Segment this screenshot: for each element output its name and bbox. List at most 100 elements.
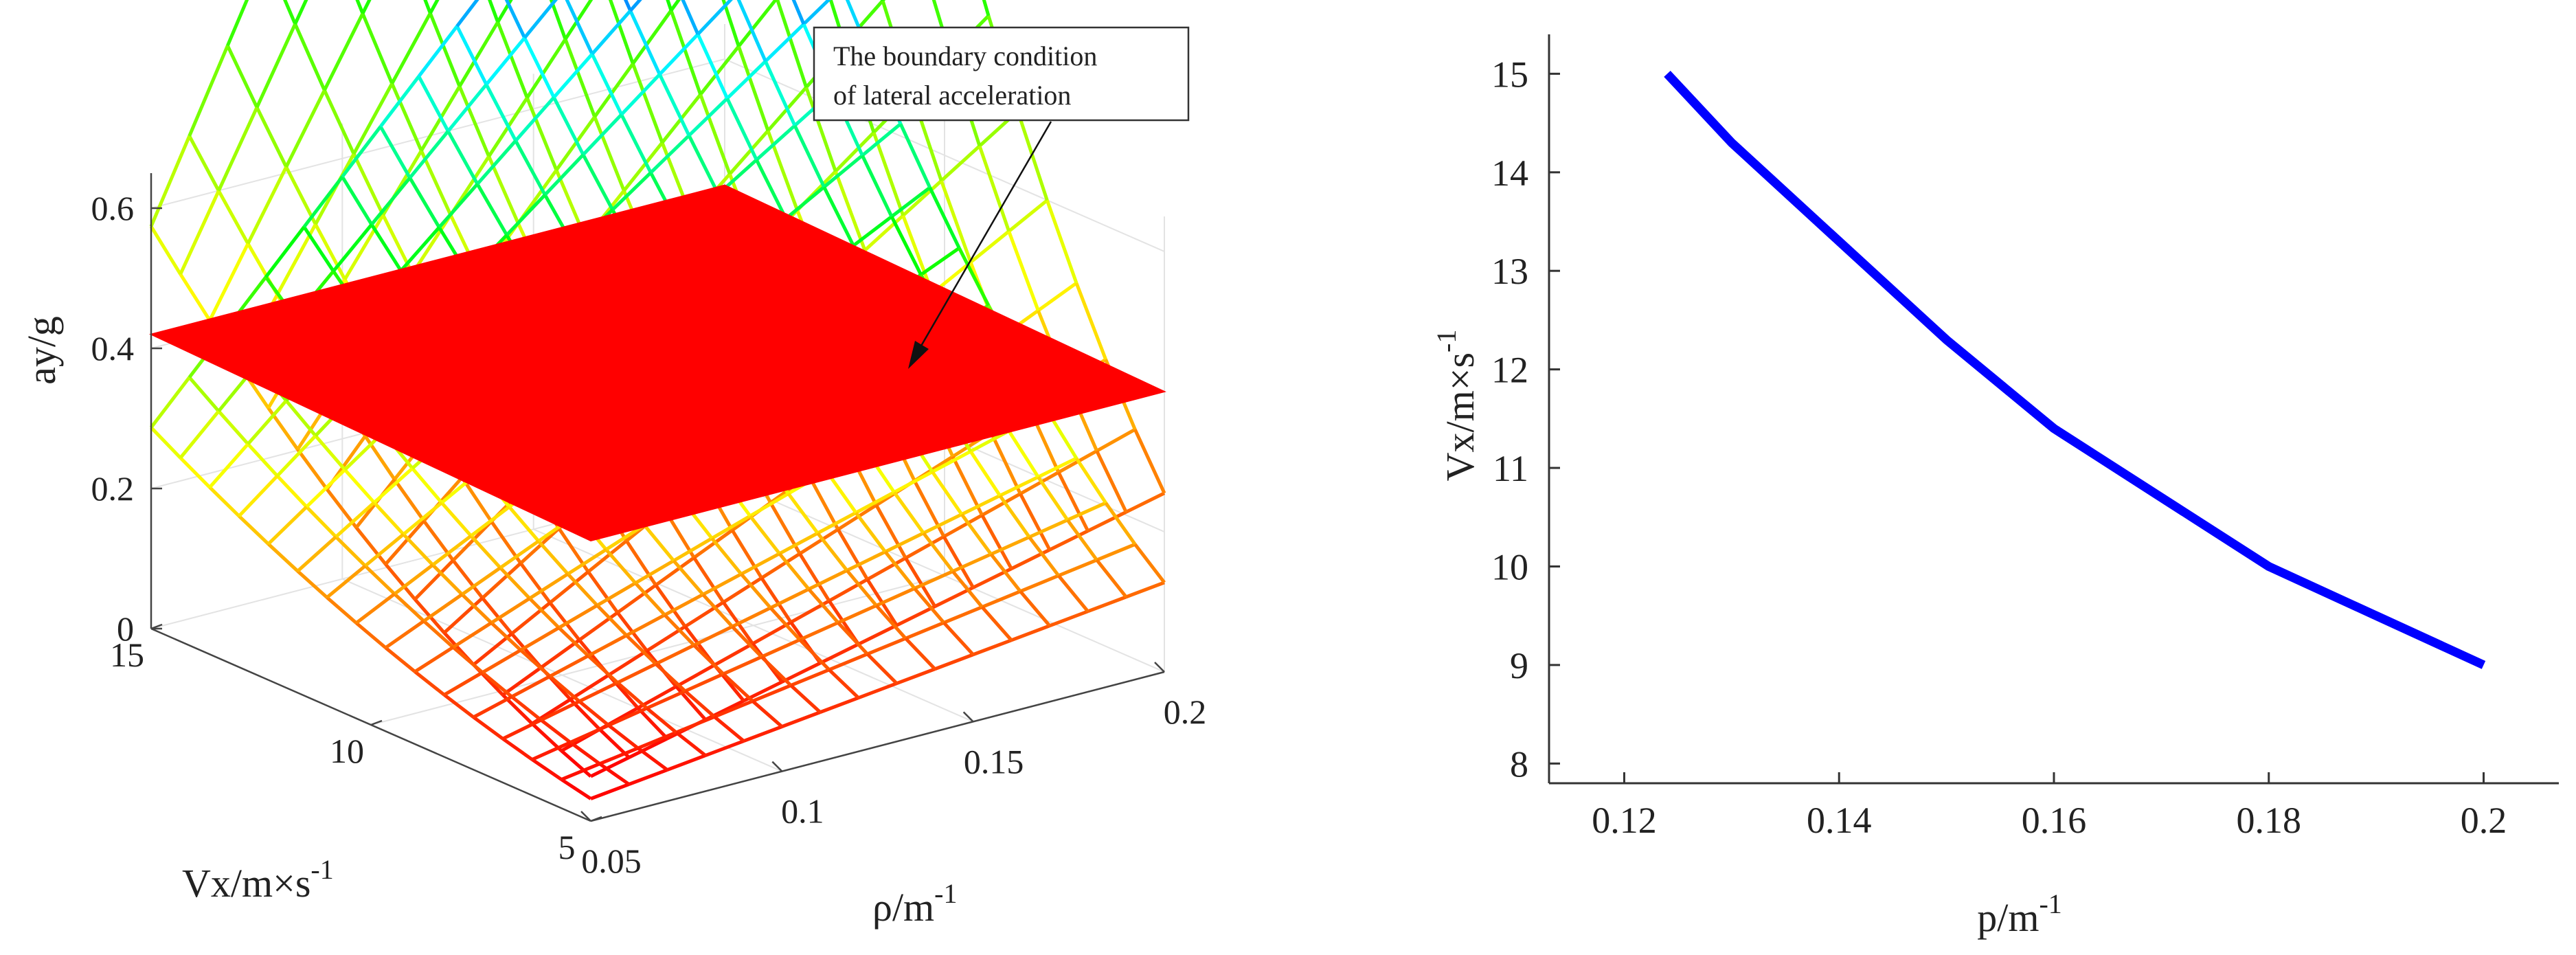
mesh-segment xyxy=(1048,529,1089,552)
mesh-segment xyxy=(837,504,878,531)
mesh-segment xyxy=(981,492,1021,517)
y-tick-label: 13 xyxy=(1491,251,1528,292)
x-tick-mark xyxy=(962,711,974,723)
mesh-segment xyxy=(669,0,681,12)
mesh-segment xyxy=(514,96,556,142)
mesh-segment xyxy=(208,243,250,322)
mesh-segment xyxy=(755,159,788,220)
z-tick-label: 0.2 xyxy=(91,469,135,508)
y-tick-label: 11 xyxy=(1493,448,1528,489)
mesh-segment xyxy=(899,123,931,189)
mesh-segment xyxy=(789,684,822,714)
mesh-segment xyxy=(697,0,733,36)
z-axis-label: ay/g xyxy=(19,316,64,385)
mesh-segment xyxy=(998,494,1031,539)
mesh-segment xyxy=(1104,502,1137,546)
mesh-segment xyxy=(484,83,517,142)
mesh-segment xyxy=(837,604,877,625)
mesh-segment xyxy=(267,505,308,546)
mesh-segment xyxy=(179,409,221,459)
mesh-segment xyxy=(693,625,734,647)
mesh-segment xyxy=(414,645,455,673)
mesh-segment xyxy=(355,621,387,649)
mesh-segment xyxy=(238,515,270,546)
mesh-segment xyxy=(874,604,907,640)
mesh-segment xyxy=(1037,475,1070,521)
mesh-segment xyxy=(781,710,821,728)
mesh-segment xyxy=(980,514,1013,570)
mesh-segment xyxy=(560,749,592,778)
mesh-segment xyxy=(711,514,752,540)
mesh-segment xyxy=(460,476,493,523)
mesh-segment xyxy=(452,621,493,649)
mesh-segment xyxy=(710,537,743,576)
mesh-segment xyxy=(402,501,443,536)
mesh-segment xyxy=(565,0,594,55)
mesh-segment xyxy=(881,0,886,2)
mesh-segment xyxy=(636,706,669,740)
mesh-segment xyxy=(922,532,954,573)
mesh-segment xyxy=(275,474,308,508)
mesh-segment xyxy=(540,719,572,744)
mesh-segment xyxy=(431,535,473,567)
mesh-segment xyxy=(607,649,648,677)
mesh-segment xyxy=(188,45,229,137)
mesh-segment xyxy=(696,33,729,100)
mesh-segment xyxy=(787,493,820,535)
mesh-segment xyxy=(855,491,895,515)
mesh-segment xyxy=(861,155,894,218)
mesh-segment xyxy=(549,570,589,605)
annotation-box xyxy=(813,26,1190,122)
mesh-segment xyxy=(846,550,886,572)
mesh-segment xyxy=(490,621,522,652)
mesh-segment xyxy=(593,63,635,118)
mesh-segment xyxy=(591,9,632,56)
mesh-segment xyxy=(1095,559,1128,598)
mesh-segment xyxy=(569,741,601,765)
mesh-segment xyxy=(496,0,513,23)
mesh-segment xyxy=(684,672,725,693)
mesh-segment xyxy=(363,564,396,596)
surface-plot-3d: 0.050.10.150.25101500.20.40.6ρ/m-1Vx/m×s… xyxy=(19,0,1206,930)
mesh-segment xyxy=(578,611,619,642)
mesh-segment xyxy=(341,125,382,178)
mesh-segment xyxy=(569,723,610,744)
mesh-segment xyxy=(561,762,600,781)
mesh-segment xyxy=(482,649,522,674)
mesh-segment xyxy=(589,756,630,778)
mesh-segment xyxy=(769,607,802,641)
mesh-segment xyxy=(981,589,1021,609)
mesh-segment xyxy=(1016,111,1049,201)
mesh-segment xyxy=(581,153,614,211)
mesh-segment xyxy=(246,166,288,245)
mesh-segment xyxy=(833,170,867,251)
mesh-segment xyxy=(408,177,441,229)
mesh-segment xyxy=(740,552,780,576)
x-tick-label: 0.2 xyxy=(1164,693,1207,731)
mesh-segment xyxy=(637,730,677,750)
y-tick-mark xyxy=(590,816,602,822)
mesh-segment xyxy=(625,613,666,638)
boundary-plane xyxy=(149,184,1166,542)
mesh-segment xyxy=(743,725,783,743)
z-tick-label: 0 xyxy=(117,609,134,648)
mesh-segment xyxy=(607,706,648,727)
mesh-segment xyxy=(675,715,715,734)
y-axis-label-base: Vx/m×s xyxy=(1438,352,1482,481)
mesh-segment xyxy=(399,226,441,272)
x-tick-mark xyxy=(1154,662,1165,673)
mesh-segment xyxy=(1074,282,1108,361)
mesh-segment xyxy=(560,778,592,800)
mesh-segment xyxy=(226,0,249,47)
x-axis-label: ρ/m-1 xyxy=(872,878,958,930)
mesh-segment xyxy=(816,532,848,572)
mesh-segment xyxy=(526,38,567,99)
mesh-segment xyxy=(658,33,699,76)
mesh-segment xyxy=(764,23,805,63)
mesh-segment xyxy=(217,106,259,192)
mesh-segment xyxy=(417,76,450,133)
mesh-segment xyxy=(408,130,450,179)
mesh-segment xyxy=(1010,624,1050,642)
mesh-segment xyxy=(354,526,387,565)
mesh-segment xyxy=(1125,491,1166,514)
